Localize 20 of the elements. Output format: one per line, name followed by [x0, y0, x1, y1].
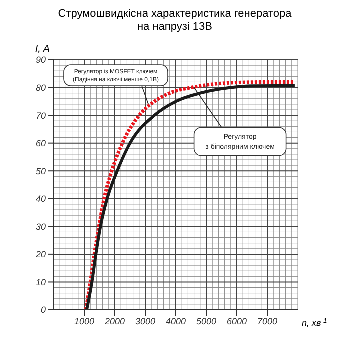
x-axis-title: n, хв$^{-1}$ [302, 318, 328, 328]
x-tick-label: 7000 [257, 316, 278, 326]
y-tick-label: 30 [36, 222, 46, 232]
y-tick-label: 80 [36, 82, 46, 93]
x-tick-label: 2000 [104, 316, 126, 326]
x-tick-label: 3000 [135, 316, 156, 326]
y-tick-label: 10 [36, 277, 46, 288]
y-tick-label: 0 [40, 305, 46, 316]
x-tick-label: 6000 [226, 316, 248, 326]
x-tick-label: 5000 [196, 316, 217, 326]
x-tick-label: 1000 [74, 316, 95, 326]
y-tick-label: 50 [36, 166, 46, 176]
y-axis-title: I, A [35, 44, 50, 55]
y-tick-label: 60 [36, 138, 46, 149]
y-tick-label: 70 [36, 110, 46, 121]
y-tick-label: 20 [34, 250, 46, 260]
chart-title: Струмошвидкісна характеристика генератора на напрузі 13В [57, 8, 293, 34]
x-tick-label: 4000 [166, 316, 186, 326]
y-tick-label: 90 [36, 55, 46, 66]
y-tick-label: 40 [36, 194, 46, 204]
